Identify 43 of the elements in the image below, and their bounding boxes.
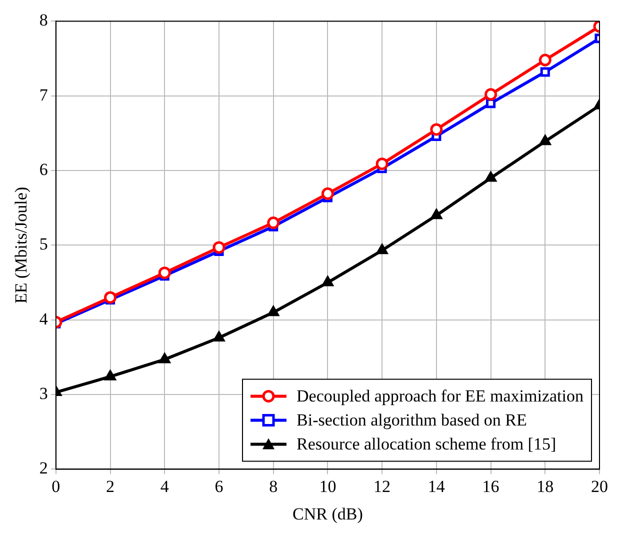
legend-label: Decoupled approach for EE maximization: [296, 386, 584, 406]
y-tick-label: 8: [39, 10, 48, 30]
point: [484, 88, 498, 101]
y-tick-label: 7: [39, 85, 48, 104]
point: [158, 266, 171, 280]
x-tick-label: 2: [106, 476, 115, 496]
x-tick-label: 10: [319, 476, 336, 496]
point: [212, 241, 226, 254]
x-tick-label: 16: [482, 476, 500, 496]
point: [430, 209, 442, 220]
y-tick-label: 4: [39, 309, 48, 328]
y-tick-label: 5: [39, 234, 48, 254]
y-tick-label: 2: [39, 458, 48, 478]
x-tick-label: 4: [160, 476, 170, 496]
point: [485, 172, 496, 182]
point: [376, 158, 388, 170]
y-tick-label: 3: [39, 384, 48, 403]
x-tick-label: 14: [428, 476, 446, 496]
point: [540, 135, 551, 146]
point: [321, 187, 334, 200]
point: [267, 216, 280, 230]
legend-label: Bi-section algorithm based on RE: [296, 410, 527, 430]
y-axis-title: EE (Mbits/Joule): [12, 186, 31, 304]
point: [268, 306, 279, 316]
y-tick-label: 6: [39, 160, 48, 179]
x-tick-label: 6: [214, 476, 224, 496]
point: [104, 370, 116, 380]
point: [213, 332, 225, 342]
x-tick-label: 12: [374, 476, 391, 496]
point: [322, 276, 334, 286]
x-axis-title: CNR (dB): [292, 504, 363, 524]
point: [486, 98, 496, 108]
x-tick-label: 20: [591, 476, 608, 496]
point: [540, 67, 550, 77]
x-tick-label: 0: [52, 476, 60, 496]
x-tick-label: 8: [269, 476, 278, 496]
point: [159, 353, 170, 364]
point: [104, 291, 117, 304]
legend-label: Resource allocation scheme from [15]: [296, 434, 556, 454]
point: [376, 244, 388, 254]
x-tick-label: 18: [536, 476, 554, 496]
point: [430, 123, 443, 136]
point: [538, 54, 552, 66]
